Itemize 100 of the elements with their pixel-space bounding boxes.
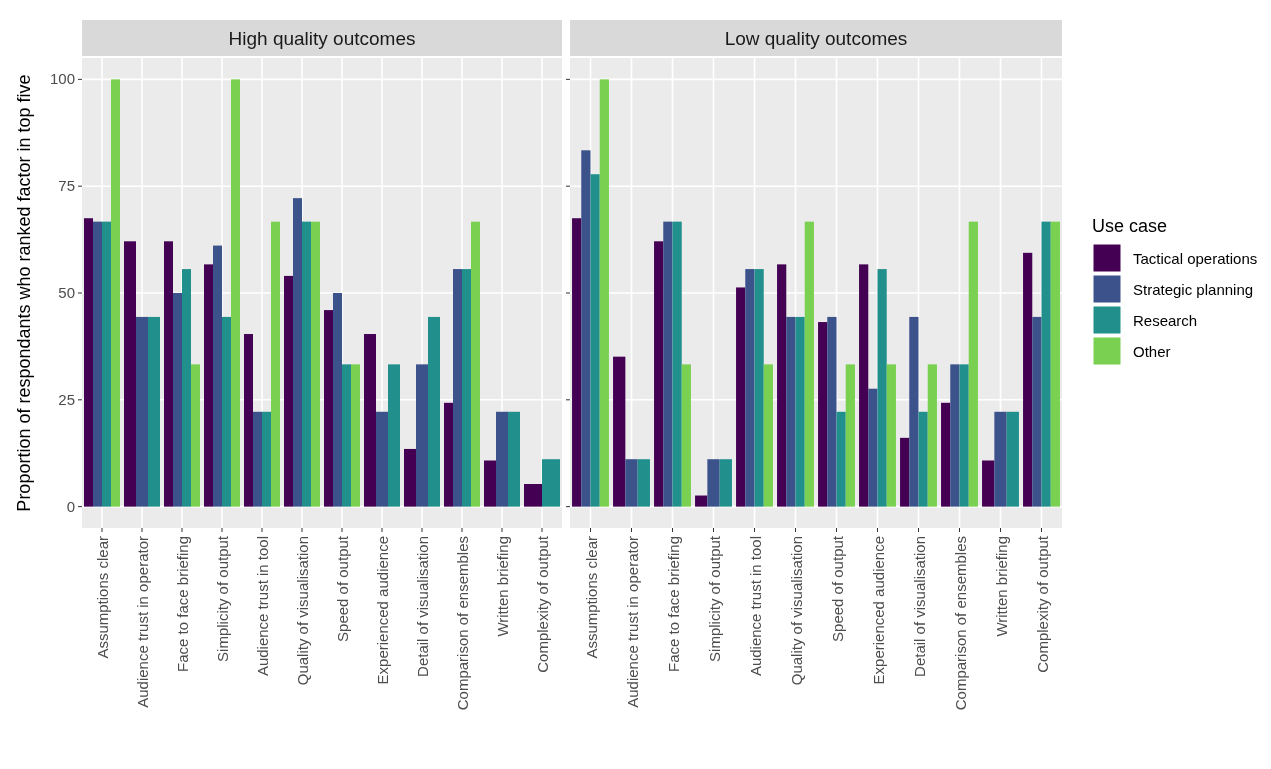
bar xyxy=(453,269,462,507)
y-tick-label: 25 xyxy=(58,390,75,408)
bar xyxy=(1023,252,1033,507)
bar xyxy=(471,221,480,507)
bar xyxy=(253,411,262,507)
legend-title: Use case xyxy=(1092,216,1168,236)
x-tick-label: Audience trust in operator xyxy=(134,536,151,708)
bar xyxy=(271,221,280,507)
bar xyxy=(836,411,846,507)
x-tick-label: Comparison of ensembles xyxy=(951,536,969,711)
bar xyxy=(333,293,342,507)
bar xyxy=(663,221,673,507)
x-tick-label: Experienced audience xyxy=(869,536,887,685)
bar xyxy=(736,287,746,507)
x-tick-label: Face to face briefing xyxy=(664,536,682,672)
bar xyxy=(84,218,93,507)
chart-title: Low quality outcomes xyxy=(724,28,908,49)
bar xyxy=(763,364,773,507)
bar xyxy=(754,269,764,507)
bar xyxy=(918,411,928,507)
x-tick-label: Quality of visualisation xyxy=(787,536,805,686)
bar xyxy=(859,264,869,507)
bar xyxy=(900,437,910,507)
bar xyxy=(102,221,111,507)
bar xyxy=(868,388,878,507)
y-tick-label: 0 xyxy=(66,497,75,515)
bar xyxy=(284,275,293,507)
x-tick-label: Speed of output xyxy=(334,535,351,642)
bar xyxy=(654,241,664,507)
bar xyxy=(1050,221,1060,507)
legend-label: Research xyxy=(1133,312,1198,329)
x-tick-label: Simplicity of output xyxy=(705,535,723,662)
bar xyxy=(342,364,351,507)
x-tick-label: Face to face briefing xyxy=(174,536,191,672)
bar xyxy=(93,221,102,507)
chart-title: High quality outcomes xyxy=(228,28,416,49)
x-tick-label: Comparison of ensembles xyxy=(454,536,471,711)
bar xyxy=(164,241,173,507)
x-tick-label: Complexity of output xyxy=(534,535,551,673)
bar xyxy=(222,316,231,507)
bar xyxy=(681,364,691,507)
bar xyxy=(909,316,919,507)
y-axis-title: Proportion of respondants who ranked factor in top five xyxy=(14,74,34,512)
bar xyxy=(927,364,937,507)
bar xyxy=(968,221,978,507)
x-tick-label: Detail of visualisation xyxy=(414,536,431,677)
bar xyxy=(590,174,600,507)
bar xyxy=(324,310,333,507)
x-tick-label: Simplicity of output xyxy=(214,535,231,662)
x-tick-label: Audience trust in tool xyxy=(746,536,764,677)
bar xyxy=(244,334,253,507)
bar xyxy=(786,316,796,507)
bar xyxy=(672,221,682,507)
x-tick-label: Complexity of output xyxy=(1033,535,1051,673)
bar xyxy=(795,316,805,507)
bar xyxy=(572,218,582,507)
x-tick-label: Assumptions clear xyxy=(582,536,600,659)
x-tick-label: Audience trust in tool xyxy=(254,536,271,677)
x-tick-label: Audience trust in operator xyxy=(623,536,641,708)
x-tick-label: Written briefing xyxy=(494,536,511,637)
bar xyxy=(302,221,311,507)
bar xyxy=(231,79,240,507)
legend-label: Tactical operations xyxy=(1133,250,1258,267)
bar xyxy=(351,364,360,507)
bar xyxy=(845,364,855,507)
x-tick-label: Experienced audience xyxy=(374,536,391,685)
legend-label: Other xyxy=(1133,343,1171,360)
bar xyxy=(777,264,787,507)
bar xyxy=(941,402,951,507)
x-tick-label: Assumptions clear xyxy=(94,536,111,659)
bar xyxy=(262,411,271,507)
x-tick-label: Quality of visualisation xyxy=(294,536,311,686)
bar xyxy=(818,322,828,507)
bar xyxy=(213,245,222,507)
bar xyxy=(827,316,837,507)
bar xyxy=(886,364,896,507)
bar xyxy=(182,269,191,507)
bar xyxy=(950,364,960,507)
x-tick-label: Speed of output xyxy=(828,535,846,642)
bar xyxy=(173,293,182,507)
bar xyxy=(444,402,453,507)
x-tick-label: Written briefing xyxy=(992,536,1010,637)
y-tick-label: 50 xyxy=(58,284,75,301)
bar xyxy=(804,221,814,507)
bar xyxy=(293,198,302,507)
bar xyxy=(462,269,471,507)
legend-label: Strategic planning xyxy=(1133,281,1254,298)
bar xyxy=(1041,221,1051,507)
bar xyxy=(581,150,591,507)
bar xyxy=(959,364,969,507)
bar xyxy=(111,79,120,507)
bar xyxy=(1032,316,1042,507)
bar xyxy=(599,79,609,507)
y-tick-label: 100 xyxy=(49,70,75,88)
bar xyxy=(311,221,320,507)
bar xyxy=(191,364,200,507)
bar xyxy=(745,269,755,507)
x-tick-label: Detail of visualisation xyxy=(910,536,928,677)
bar xyxy=(204,264,213,507)
bar xyxy=(877,269,887,507)
